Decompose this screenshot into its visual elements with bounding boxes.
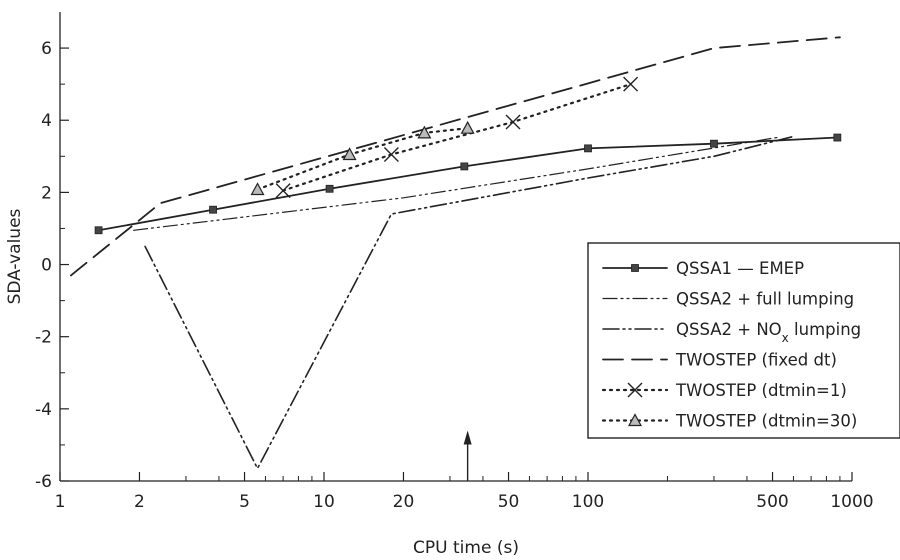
y-tick-label: 4 bbox=[41, 111, 52, 131]
square-marker bbox=[209, 205, 217, 214]
series-line bbox=[97, 136, 839, 232]
x-tick-label: 100 bbox=[572, 492, 604, 512]
legend-entry-4: TWOSTEP (fixed dt) bbox=[602, 351, 837, 370]
triangle-marker bbox=[342, 147, 357, 161]
annotation-arrow-head bbox=[463, 430, 472, 445]
y-tick-label: 0 bbox=[41, 256, 52, 276]
x-tick-label: 10 bbox=[313, 492, 335, 512]
x-marker-stroke bbox=[505, 114, 521, 130]
triangle-marker bbox=[460, 120, 475, 134]
y-tick-label: -6 bbox=[35, 472, 52, 492]
series-2 bbox=[133, 136, 778, 231]
x-marker bbox=[383, 147, 399, 162]
x-marker-stroke bbox=[383, 147, 399, 162]
x-tick-label: 1000 bbox=[830, 492, 873, 512]
legend-label: QSSA2 + full lumping bbox=[676, 290, 854, 309]
series-line bbox=[144, 135, 795, 471]
x-tick-label: 5 bbox=[239, 492, 250, 512]
square-marker bbox=[631, 264, 639, 272]
series-3 bbox=[144, 135, 795, 471]
legend-entry-1: QSSA1 — EMEP bbox=[602, 259, 804, 278]
square-marker bbox=[325, 184, 334, 193]
x-axis-title: CPU time (s) bbox=[413, 538, 519, 558]
legend-label: TWOSTEP (dtmin=1) bbox=[675, 381, 847, 400]
series-line bbox=[133, 136, 778, 231]
x-tick-label: 50 bbox=[498, 492, 520, 512]
legend-label: QSSA1 — EMEP bbox=[676, 259, 804, 278]
legend-label-subscript: x bbox=[782, 331, 789, 345]
x-marker bbox=[627, 382, 643, 398]
square-marker bbox=[710, 139, 718, 148]
series-1 bbox=[94, 133, 842, 235]
legend-label-suffix: lumping bbox=[789, 320, 861, 339]
x-tick-label: 1 bbox=[55, 492, 66, 512]
square-marker bbox=[833, 133, 842, 142]
triangle-marker bbox=[417, 125, 432, 139]
triangle-marker bbox=[627, 413, 643, 427]
series-6 bbox=[250, 120, 475, 196]
x-tick-label: 20 bbox=[393, 492, 415, 512]
ticks: -6 -4 -2 0 2 4 6 1 2 5 10 20 50 100 500 1000 bbox=[35, 39, 874, 512]
legend-entry-6: TWOSTEP (dtmin=30) bbox=[601, 412, 857, 431]
y-axis-title: SDA-values bbox=[5, 208, 25, 304]
square-marker bbox=[94, 226, 103, 235]
y-tick-label: 2 bbox=[41, 183, 52, 203]
legend-entry-5: TWOSTEP (dtmin=1) bbox=[601, 381, 847, 400]
legend-label: TWOSTEP (dtmin=30) bbox=[675, 412, 857, 431]
legend-label: TWOSTEP (fixed dt) bbox=[675, 351, 837, 370]
x-tick-label: 2 bbox=[134, 492, 145, 512]
series-4 bbox=[70, 36, 841, 277]
legend-entry-2: QSSA2 + full lumping bbox=[602, 290, 854, 309]
series-line bbox=[256, 127, 469, 191]
x-tick-label: 500 bbox=[756, 492, 788, 512]
x-marker-stroke bbox=[275, 183, 291, 199]
x-marker-stroke bbox=[623, 76, 639, 92]
y-tick-label: -2 bbox=[35, 328, 52, 348]
series-5 bbox=[275, 76, 639, 199]
x-marker bbox=[505, 114, 521, 130]
square-marker bbox=[584, 144, 592, 153]
y-tick-label: 6 bbox=[41, 39, 52, 59]
y-tick-label: -4 bbox=[35, 400, 52, 420]
legend-box bbox=[587, 242, 900, 439]
series-line bbox=[70, 36, 841, 277]
series-line bbox=[282, 83, 632, 192]
x-marker bbox=[275, 183, 291, 199]
axes bbox=[59, 12, 852, 482]
series-layer bbox=[70, 36, 842, 471]
x-marker-stroke bbox=[627, 382, 643, 398]
x-marker bbox=[623, 76, 639, 92]
triangle-marker bbox=[250, 182, 265, 196]
square-marker bbox=[460, 162, 469, 171]
